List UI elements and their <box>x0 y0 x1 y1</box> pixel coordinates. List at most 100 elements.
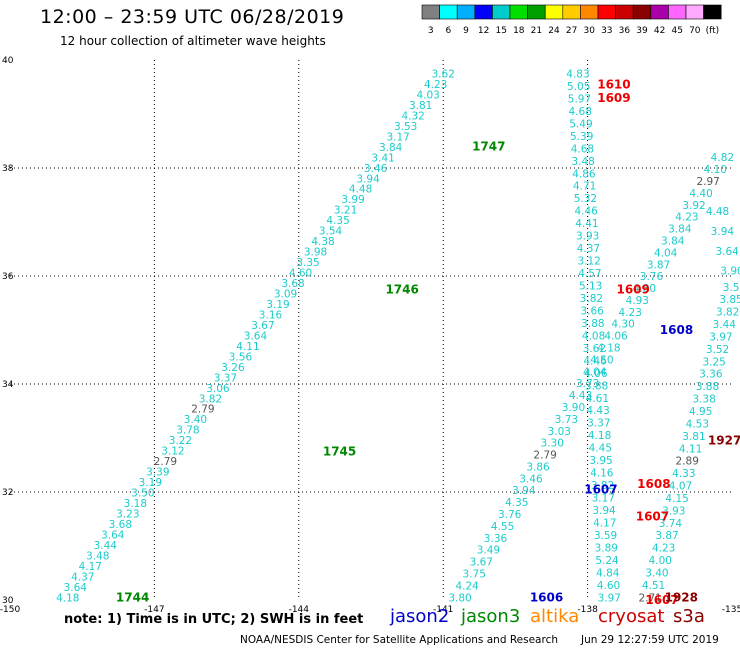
pass-time-label: 1928 <box>665 590 698 604</box>
pass-time-label: 1609 <box>597 91 630 105</box>
wave-height-value: 3.03 <box>548 426 571 438</box>
wave-height-value: 4.46 <box>583 355 607 367</box>
pass-time-label: 1927 <box>708 434 740 448</box>
wave-height-value: 3.88 <box>696 381 719 393</box>
wave-height-value: 4.00 <box>649 555 672 567</box>
wave-height-value: 3.97 <box>709 331 732 343</box>
lat-tick-label: 32 <box>2 488 13 498</box>
lon-tick-label: -138 <box>577 605 598 615</box>
wave-height-value: 3.35 <box>296 257 319 269</box>
wave-height-value: 3.44 <box>94 540 118 552</box>
wave-height-value: 3.78 <box>176 425 199 437</box>
wave-height-value: 3.68 <box>281 278 304 290</box>
wave-height-value: 5.32 <box>574 193 597 205</box>
wave-height-value: 3.37 <box>587 418 610 430</box>
wave-height-value: 4.53 <box>686 418 709 430</box>
legend-label: 24 <box>548 26 560 36</box>
pass-time-label: 1609 <box>616 283 649 297</box>
wave-height-value: 3.52 <box>706 344 729 356</box>
wave-height-value: 3.39 <box>146 467 169 479</box>
wave-height-value: 4.23 <box>675 212 698 224</box>
wave-height-value: 3.21 <box>334 205 357 217</box>
wave-height-value: 4.71 <box>573 181 596 193</box>
wave-height-value: 4.08 <box>582 330 605 342</box>
wave-height-value: 4.17 <box>79 561 102 573</box>
legend-swatch <box>703 4 722 20</box>
wave-height-value: 3.62 <box>583 343 606 355</box>
wave-height-value: 3.06 <box>206 383 230 395</box>
wave-height-value: 3.18 <box>124 498 147 510</box>
wave-height-value: 3.12 <box>577 256 600 268</box>
wave-height-value: 4.60 <box>597 580 620 592</box>
wave-height-value: 4.60 <box>289 268 312 280</box>
pass-time-label: 1608 <box>660 323 693 337</box>
wave-height-value: 4.23 <box>652 543 675 555</box>
pass-time-label: 1747 <box>472 139 505 153</box>
wave-height-value: 3.90 <box>720 266 740 278</box>
wave-height-value: 3.81 <box>409 100 432 112</box>
wave-height-value: 4.35 <box>505 497 528 509</box>
units-note: note: 1) Time is in UTC; 2) SWH is in fe… <box>64 612 364 627</box>
pass-time-label: 1607 <box>584 482 617 496</box>
wave-height-value: 4.18 <box>56 592 79 604</box>
wave-height-value: 3.41 <box>371 152 394 164</box>
wave-height-value: 3.17 <box>386 131 409 143</box>
wave-height-value: 3.30 <box>541 438 564 450</box>
wave-height-value: 3.48 <box>86 550 109 562</box>
wave-height-value: 4.43 <box>586 405 609 417</box>
wave-height-value: 4.95 <box>689 406 712 418</box>
pass-time-label: 1610 <box>597 77 630 91</box>
wave-height-value: 3.92 <box>682 200 705 212</box>
wave-height-value: 3.16 <box>259 309 283 321</box>
pass-time-label: 1607 <box>636 509 669 523</box>
pass-time-label: 1608 <box>637 477 670 491</box>
chart-title: 12:00 – 23:59 UTC 06/28/2019 <box>40 6 345 28</box>
legend-label: 33 <box>601 26 612 36</box>
legend-label: 9 <box>463 26 469 36</box>
wave-height-value: 3.37 <box>214 372 237 384</box>
satellite-jason2: jason2 <box>390 606 450 627</box>
wave-height-value: 3.49 <box>477 545 500 557</box>
wave-height-value: 3.73 <box>576 378 599 390</box>
wave-height-value: 3.73 <box>555 414 578 426</box>
wave-height-value: 3.50 <box>131 488 154 500</box>
wave-height-value: 4.84 <box>596 567 620 579</box>
wave-height-value: 3.38 <box>692 394 715 406</box>
wave-height-value: 3.19 <box>139 477 162 489</box>
legend-label: 36 <box>619 26 631 36</box>
lat-tick-label: 36 <box>2 272 14 282</box>
wave-height-value: 2.79 <box>154 456 177 468</box>
wave-height-value: 3.67 <box>470 557 493 569</box>
wave-height-value: 4.48 <box>706 206 729 218</box>
legend-label: 27 <box>566 26 577 36</box>
wave-height-value: 4.10 <box>704 164 727 176</box>
wave-height-value: 2.79 <box>533 450 556 462</box>
wave-height-value: 3.98 <box>304 247 327 259</box>
wave-height-value: 5.24 <box>595 555 619 567</box>
wave-height-value: 4.37 <box>577 243 600 255</box>
wave-height-value: 3.44 <box>713 319 737 331</box>
wave-height-value: 4.40 <box>689 188 712 200</box>
wave-height-value: 3.25 <box>702 356 725 368</box>
wave-height-value: 3.64 <box>101 529 125 541</box>
legend-label: 39 <box>636 26 648 36</box>
wave-height-value: 3.68 <box>109 519 132 531</box>
legend-label: 30 <box>583 26 595 36</box>
wave-height-value: 4.55 <box>491 521 514 533</box>
lon-tick-label: -147 <box>144 605 164 615</box>
wave-height-value: 5.05 <box>567 81 590 93</box>
wave-height-value: 3.86 <box>526 461 550 473</box>
wave-height-value: 3.93 <box>662 505 685 517</box>
wave-height-value: 3.23 <box>116 508 139 520</box>
lat-tick-label: 34 <box>2 380 14 390</box>
lat-tick-label: 30 <box>2 596 14 606</box>
pass-time-label: 1746 <box>385 283 418 297</box>
wave-height-value: 3.48 <box>571 156 594 168</box>
wave-height-value: 3.94 <box>356 173 380 185</box>
wave-height-value: 3.22 <box>169 435 192 447</box>
wave-height-value: 4.68 <box>569 106 592 118</box>
wave-height-value: 3.89 <box>595 542 618 554</box>
wave-height-value: 4.33 <box>672 468 695 480</box>
wave-height-value: 4.15 <box>665 493 688 505</box>
